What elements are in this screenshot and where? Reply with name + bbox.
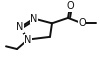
Text: O: O — [78, 18, 86, 28]
Text: N: N — [24, 35, 32, 45]
Text: N: N — [16, 22, 24, 32]
Text: O: O — [66, 1, 74, 11]
Text: N: N — [30, 14, 38, 24]
